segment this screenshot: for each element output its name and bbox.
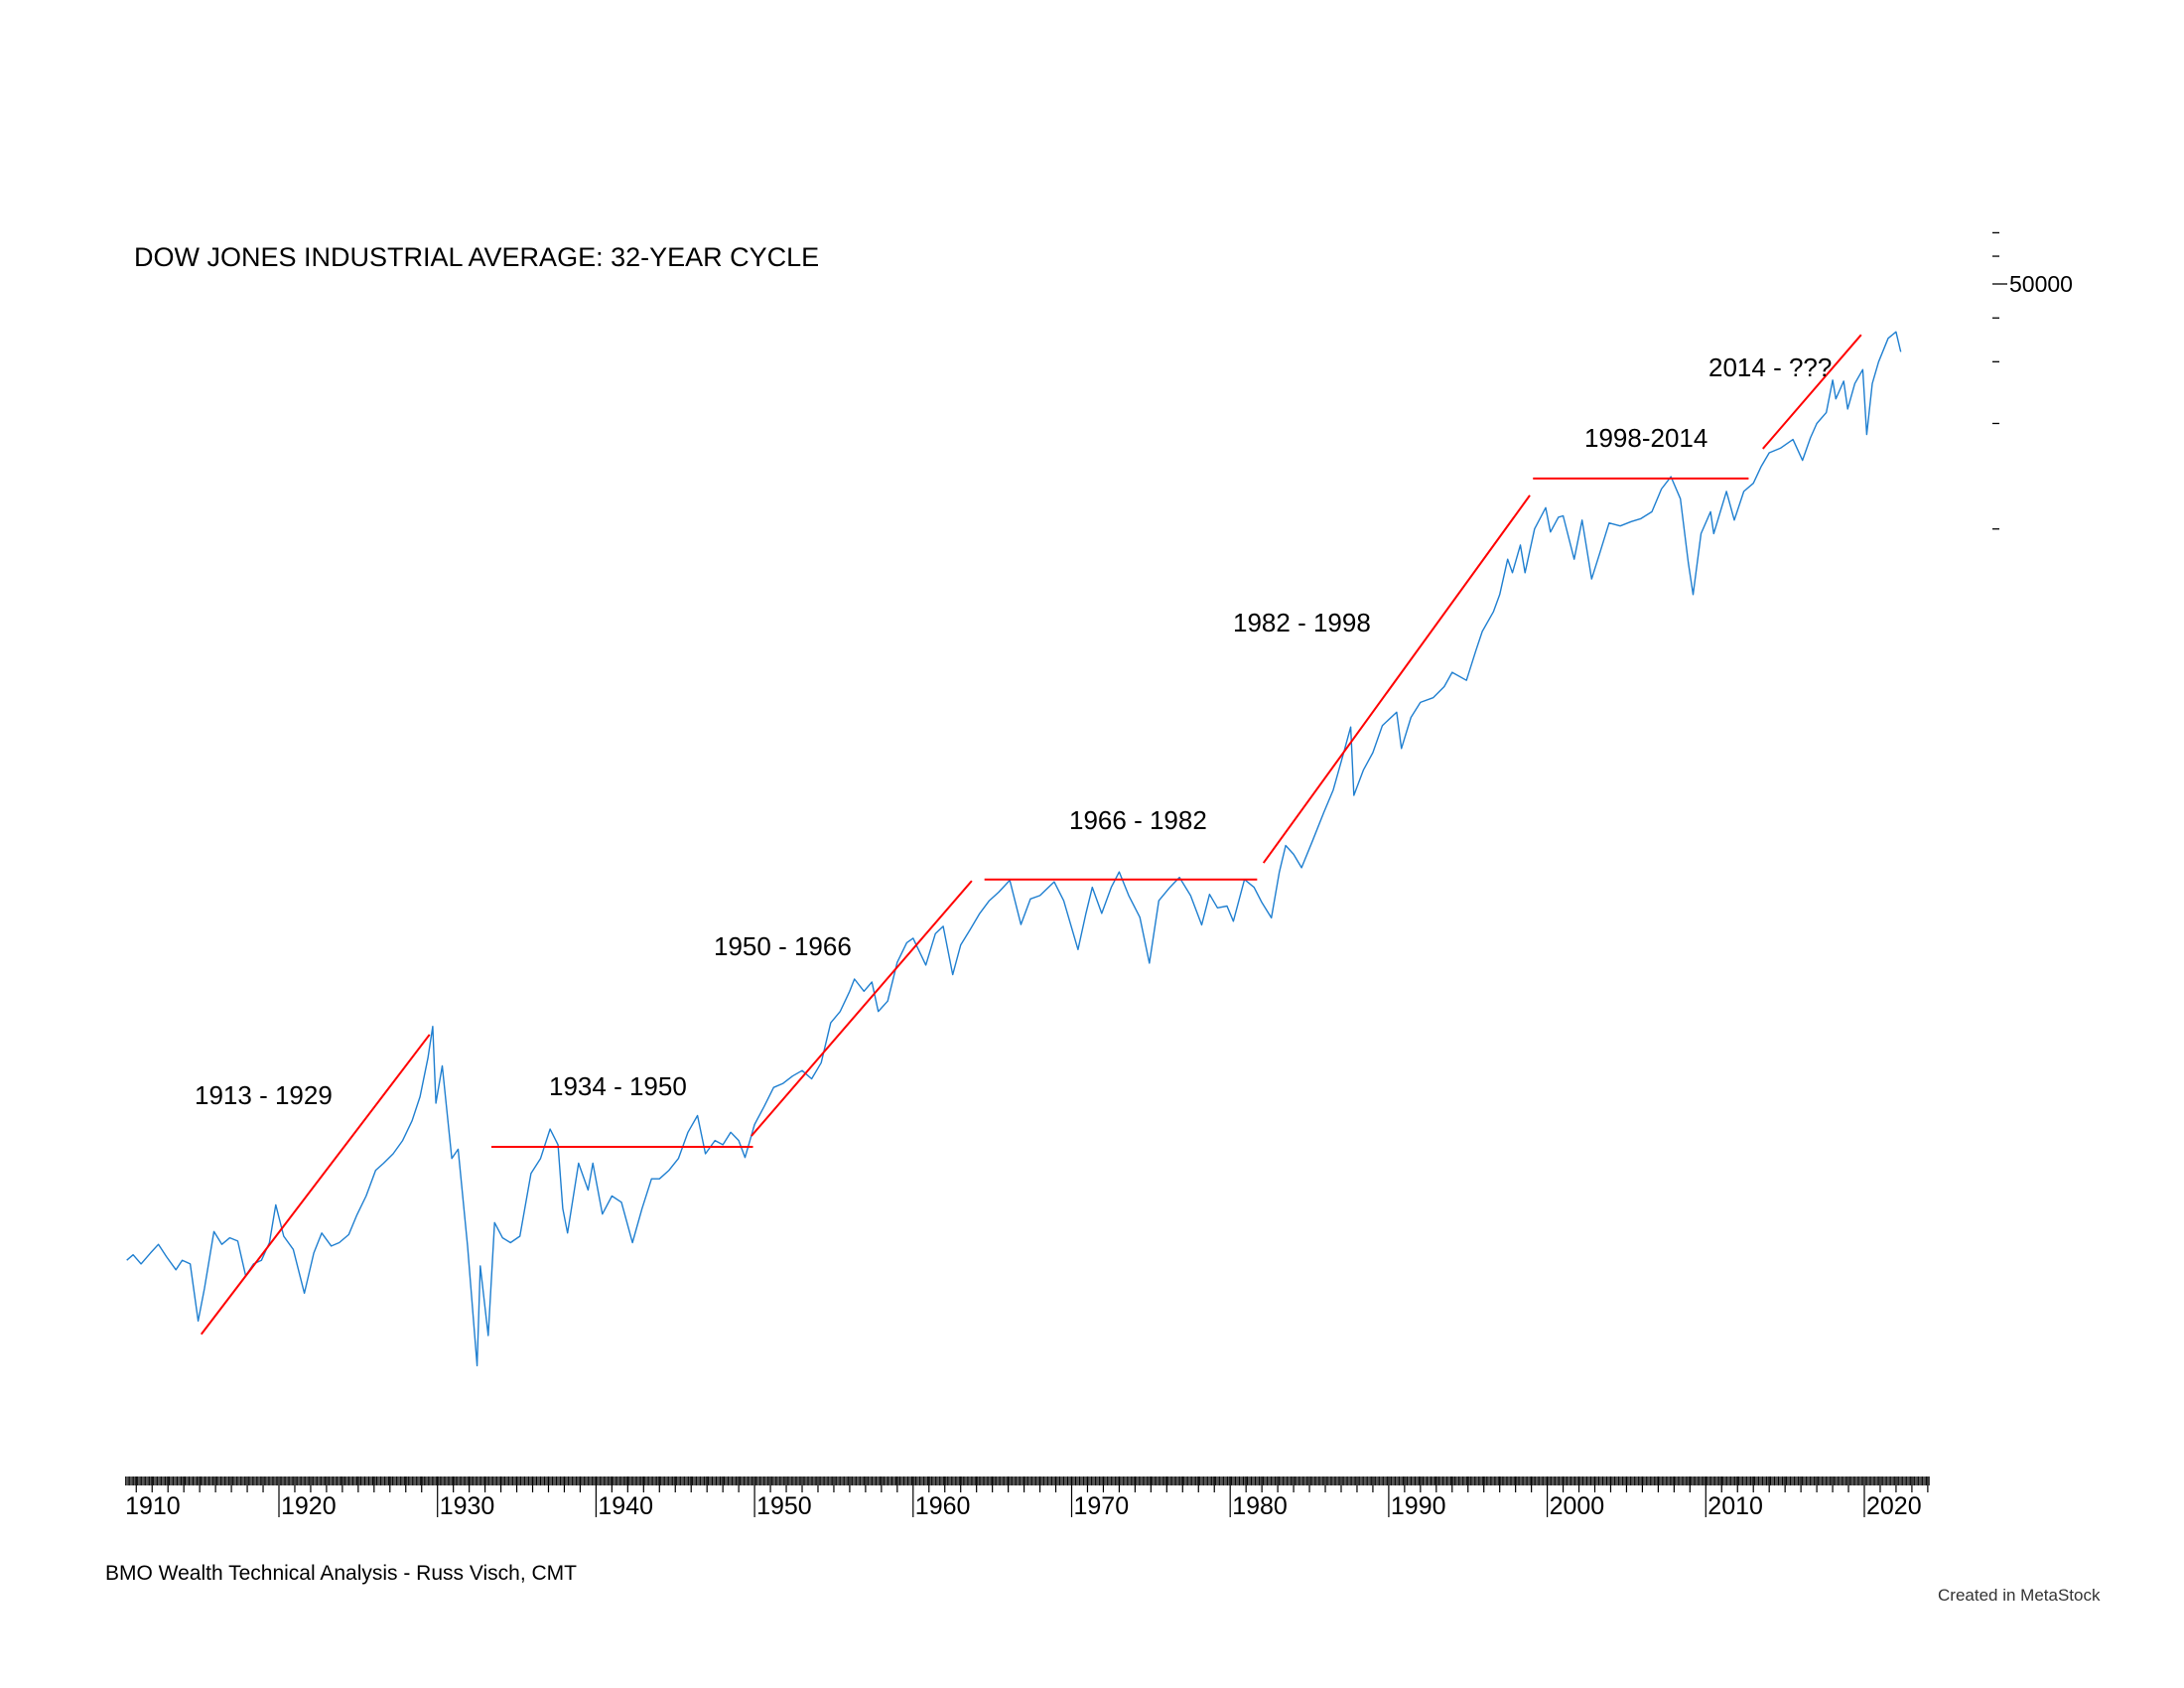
x-tick-label-1950: 1950: [756, 1492, 812, 1520]
x-tick-label-2020: 2020: [1866, 1492, 1922, 1520]
software-credit: Created in MetaStock: [1938, 1586, 2101, 1605]
cycle-label-1982-1998: 1982 - 1998: [1233, 608, 1371, 637]
cycle-label-1913-1929: 1913 - 1929: [195, 1080, 333, 1110]
x-tick-label-1970: 1970: [1074, 1492, 1130, 1520]
credit-text: BMO Wealth Technical Analysis - Russ Vis…: [105, 1562, 577, 1585]
trend-line-4: [1262, 494, 1531, 864]
cycle-label-1966-1982: 1966 - 1982: [1069, 805, 1207, 835]
x-tick-label-1940: 1940: [598, 1492, 653, 1520]
cycle-labels: 1913 - 1929 1934 - 1950 1950 - 1966 1966…: [195, 352, 1832, 1110]
x-tick-label-1930: 1930: [440, 1492, 495, 1520]
trend-line-2: [751, 880, 973, 1137]
x-tick-label-1960: 1960: [915, 1492, 971, 1520]
cycle-trend-lines: [200, 334, 1862, 1336]
x-tick-label-1990: 1990: [1391, 1492, 1446, 1520]
y-tick-label: 50000: [2009, 271, 2073, 297]
trend-line-0: [200, 1034, 431, 1336]
x-tick-label-1980: 1980: [1232, 1492, 1288, 1520]
x-tick-label-2010: 2010: [1707, 1492, 1763, 1520]
x-tick-label-1910: 1910: [125, 1492, 181, 1520]
x-tick-label-2000: 2000: [1550, 1492, 1605, 1520]
y-axis: 50000: [1992, 231, 2073, 530]
dow-price-line: [126, 331, 1902, 1367]
cycle-label-2014-future: 2014 - ???: [1708, 352, 1832, 382]
cycle-label-1950-1966: 1950 - 1966: [714, 931, 852, 961]
cycle-label-1998-2014: 1998-2014: [1584, 423, 1707, 453]
trend-line-6: [1762, 334, 1862, 450]
x-tick-label-1920: 1920: [281, 1492, 337, 1520]
x-axis: 1910 1920 1930 1940 1950 1960 1970 1980 1990 2000…: [125, 1477, 1930, 1520]
chart-title: DOW JONES INDUSTRIAL AVERAGE: 32-YEAR CY…: [134, 242, 819, 272]
cycle-label-1934-1950: 1934 - 1950: [549, 1071, 687, 1101]
